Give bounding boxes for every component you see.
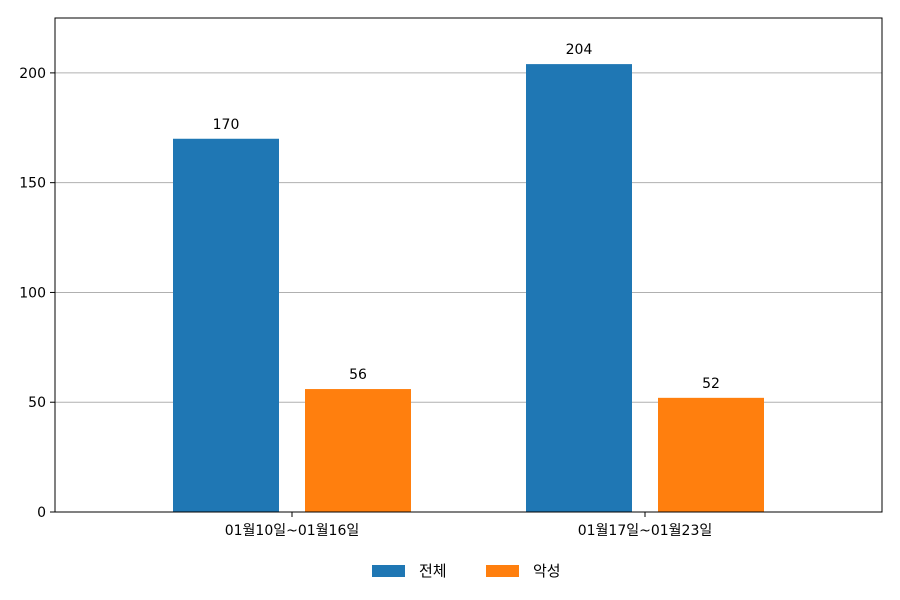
y-axis: 0 50 100 150 200	[19, 66, 55, 521]
bar-total-0	[173, 138, 279, 512]
y-tick-label: 0	[37, 505, 46, 521]
y-tick-label: 200	[19, 66, 46, 82]
plot-frame	[54, 17, 883, 513]
x-tick-label: 01월10일~01월16일	[225, 523, 360, 539]
data-label: 170	[213, 117, 240, 133]
y-tick-label: 150	[19, 176, 46, 192]
bars	[173, 64, 764, 513]
bar-malicious-1	[658, 397, 764, 512]
y-tick-label: 100	[19, 285, 46, 301]
bar-malicious-0	[305, 389, 411, 512]
data-label: 56	[349, 367, 367, 383]
bar-total-1	[526, 64, 632, 513]
legend: 전체 악성	[372, 562, 561, 580]
data-label: 204	[566, 42, 593, 58]
y-tick-label: 50	[28, 395, 46, 411]
data-label: 52	[702, 376, 720, 392]
legend-label: 전체	[419, 562, 447, 580]
legend-swatch	[486, 565, 519, 577]
data-labels: 170 56 204 52	[213, 42, 720, 392]
legend-label: 악성	[533, 562, 561, 580]
x-tick-label: 01월17일~01월23일	[578, 523, 713, 539]
x-axis: 01월10일~01월16일 01월17일~01월23일	[225, 512, 713, 539]
legend-swatch	[372, 565, 405, 577]
